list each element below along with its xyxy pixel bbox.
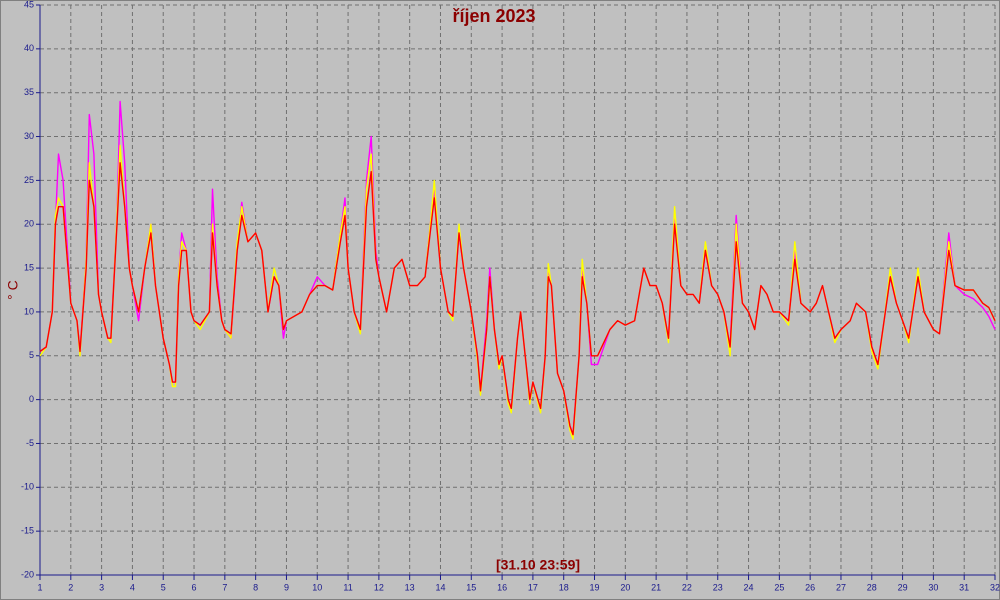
x-tick-label: 3 bbox=[99, 582, 104, 592]
x-tick-label: 20 bbox=[620, 582, 630, 592]
x-tick-label: 31 bbox=[959, 582, 969, 592]
x-tick-label: 11 bbox=[343, 582, 352, 592]
y-tick-label: 5 bbox=[29, 350, 34, 360]
x-tick-label: 16 bbox=[497, 582, 507, 592]
x-tick-label: 7 bbox=[222, 582, 227, 592]
x-tick-label: 12 bbox=[374, 582, 384, 592]
x-tick-label: 2 bbox=[68, 582, 73, 592]
x-tick-label: 14 bbox=[435, 582, 445, 592]
x-tick-label: 17 bbox=[528, 582, 538, 592]
x-tick-label: 15 bbox=[466, 582, 476, 592]
x-tick-label: 4 bbox=[130, 582, 135, 592]
x-tick-label: 10 bbox=[312, 582, 322, 592]
y-tick-label: 35 bbox=[24, 87, 34, 97]
x-tick-label: 26 bbox=[805, 582, 815, 592]
x-tick-label: 30 bbox=[928, 582, 938, 592]
y-tick-label: -10 bbox=[21, 482, 34, 492]
x-tick-label: 24 bbox=[744, 582, 754, 592]
x-tick-label: 27 bbox=[836, 582, 846, 592]
x-tick-label: 25 bbox=[774, 582, 784, 592]
x-tick-label: 21 bbox=[651, 582, 661, 592]
x-tick-label: 8 bbox=[253, 582, 258, 592]
y-tick-label: 0 bbox=[29, 394, 34, 404]
x-tick-label: 6 bbox=[192, 582, 197, 592]
x-tick-label: 28 bbox=[867, 582, 877, 592]
y-tick-label: -15 bbox=[21, 526, 34, 536]
y-tick-label: 20 bbox=[24, 219, 34, 229]
chart-title: říjen 2023 bbox=[452, 6, 535, 26]
x-tick-label: 13 bbox=[405, 582, 415, 592]
y-tick-label: 25 bbox=[24, 175, 34, 185]
x-tick-label: 18 bbox=[559, 582, 569, 592]
y-tick-label: 30 bbox=[24, 131, 34, 141]
y-tick-label: 15 bbox=[24, 262, 34, 272]
y-tick-label: 40 bbox=[24, 43, 34, 53]
y-tick-label: -5 bbox=[26, 438, 34, 448]
y-tick-label: 45 bbox=[24, 0, 34, 9]
x-tick-label: 5 bbox=[161, 582, 166, 592]
annotation: [31.10 23:59] bbox=[496, 557, 580, 573]
x-tick-label: 32 bbox=[990, 582, 1000, 592]
x-tick-label: 1 bbox=[37, 582, 42, 592]
x-tick-label: 9 bbox=[284, 582, 289, 592]
y-tick-label: -20 bbox=[21, 569, 34, 579]
y-axis-label: ° C bbox=[5, 280, 21, 300]
x-tick-label: 22 bbox=[682, 582, 692, 592]
x-tick-label: 23 bbox=[713, 582, 723, 592]
x-tick-label: 29 bbox=[898, 582, 908, 592]
series-line bbox=[39, 162, 996, 436]
y-tick-label: 10 bbox=[24, 306, 34, 316]
x-tick-label: 19 bbox=[590, 582, 600, 592]
